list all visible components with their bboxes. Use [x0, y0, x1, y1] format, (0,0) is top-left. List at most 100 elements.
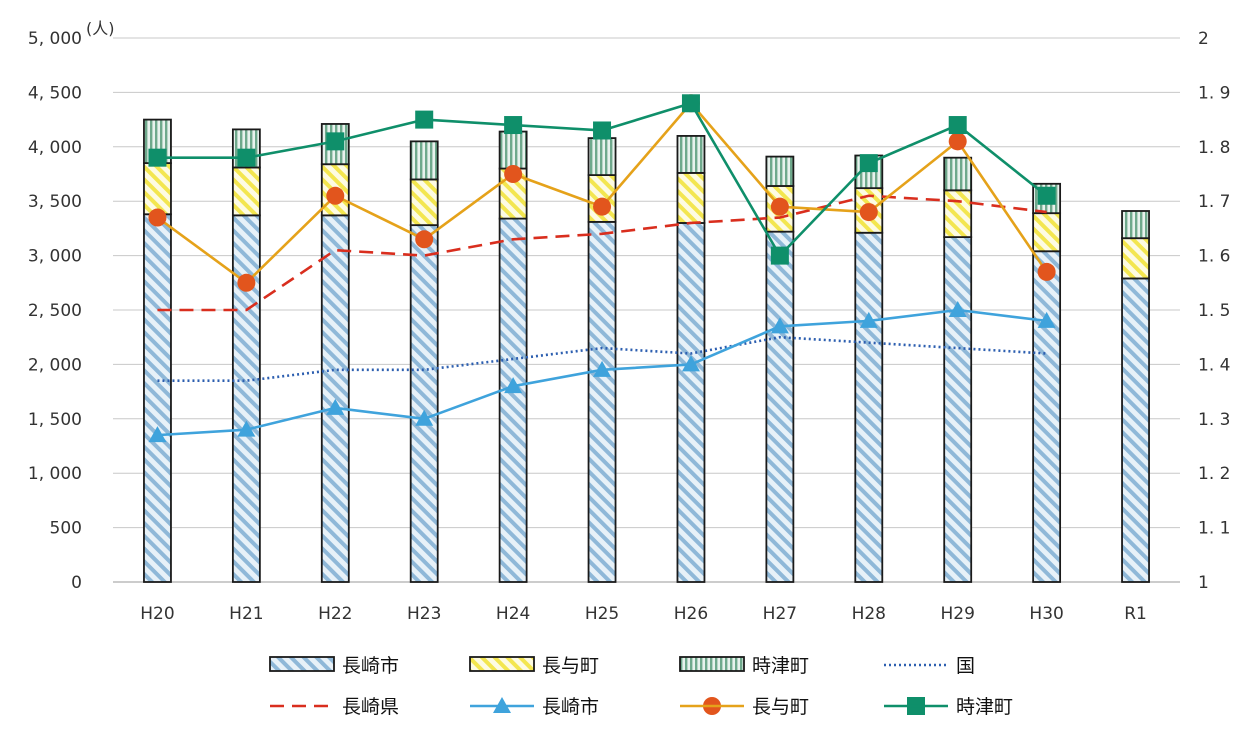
bar-segment — [231, 214, 261, 583]
y-right-tick-label: 2 — [1198, 29, 1209, 49]
bar-segment — [1032, 250, 1062, 583]
y-right-tick-label: 1. 7 — [1198, 192, 1230, 212]
bar-segment — [676, 135, 706, 174]
data-point — [593, 360, 612, 377]
bar-segment — [765, 155, 795, 187]
y-left-tick-label: 4, 500 — [28, 83, 82, 103]
y-left-tick-label: 5, 000 — [28, 29, 82, 49]
x-tick-label: H29 — [940, 604, 974, 624]
y-left-tick-label: 4, 000 — [28, 138, 82, 158]
legend-swatch — [269, 656, 335, 672]
data-point — [148, 148, 167, 167]
x-tick-label: H20 — [140, 604, 174, 624]
data-point — [770, 197, 789, 216]
series-line — [157, 194, 1047, 312]
y-right-tick-label: 1. 1 — [1198, 519, 1230, 539]
series-line — [157, 335, 1047, 383]
x-tick-label: H25 — [585, 604, 619, 624]
y-left-tick-label: 2, 000 — [28, 355, 82, 375]
bar-segment — [1032, 212, 1062, 253]
data-point — [504, 377, 523, 394]
axes: 0 500 1, 000 1, 500 2, 000 2, 500 3, 000 3, 500… — [28, 19, 1231, 624]
bar-segment — [587, 137, 617, 176]
y-left-unit-label: (人) — [86, 19, 115, 38]
bar-segment — [143, 213, 172, 583]
legend-label: 長崎県 — [342, 696, 399, 718]
bar-segment — [765, 230, 795, 583]
data-point — [504, 116, 523, 135]
y-right-tick-label: 1 — [1198, 573, 1209, 593]
x-tick-label: H22 — [318, 604, 352, 624]
data-point — [859, 311, 878, 328]
data-point — [415, 230, 434, 249]
legend-label: 長与町 — [752, 696, 809, 718]
data-point — [593, 121, 612, 140]
bar-segment — [854, 231, 884, 583]
data-point — [237, 273, 256, 292]
data-point — [859, 203, 878, 222]
y-left-tick-label: 1, 000 — [28, 464, 82, 484]
bar-segment — [1121, 237, 1150, 280]
data-point — [504, 165, 523, 183]
data-point — [237, 420, 256, 437]
x-tick-label: R1 — [1124, 604, 1147, 624]
data-point — [415, 110, 434, 129]
bar-segment — [409, 140, 439, 181]
gridlines — [113, 37, 1180, 583]
legend-label: 時津町 — [956, 696, 1013, 718]
x-tick-label: H21 — [229, 604, 263, 624]
bar-segment — [943, 236, 973, 583]
data-point — [1037, 311, 1056, 328]
data-point — [148, 208, 167, 227]
data-point — [326, 398, 345, 415]
bar-segment — [943, 189, 973, 239]
x-tick-label: H26 — [674, 604, 708, 624]
data-point — [681, 355, 700, 372]
x-tick-label: H30 — [1029, 604, 1063, 624]
data-point — [237, 148, 256, 167]
data-point — [326, 186, 345, 205]
legend-label: 長崎市 — [342, 655, 399, 677]
data-point — [859, 154, 878, 173]
y-right-tick-label: 1. 8 — [1198, 138, 1230, 158]
bar-segment — [143, 162, 172, 216]
y-left-tick-label: 2, 500 — [28, 301, 82, 321]
data-point — [593, 197, 612, 216]
y-right-tick-label: 1. 5 — [1198, 301, 1230, 321]
data-point — [148, 426, 167, 443]
x-tick-label: H24 — [496, 604, 530, 624]
bar-segment — [943, 156, 973, 192]
legend-label: 長崎市 — [542, 696, 599, 718]
y-left-tick-label: 3, 000 — [28, 247, 82, 267]
data-point — [1037, 186, 1056, 205]
x-tick-label: H28 — [852, 604, 886, 624]
y-right-tick-label: 1. 2 — [1198, 464, 1230, 484]
bar-segment — [409, 224, 439, 583]
bar-segment — [231, 166, 261, 217]
x-tick-label: H27 — [763, 604, 797, 624]
legend-label: 国 — [956, 655, 975, 677]
data-point — [948, 301, 967, 317]
bar-segment — [587, 220, 617, 583]
data-point — [681, 94, 700, 113]
y-right-tick-label: 1. 3 — [1198, 410, 1230, 430]
y-right-tick-label: 1. 6 — [1198, 247, 1230, 267]
y-left-tick-label: 1, 500 — [28, 410, 82, 430]
legend-swatch — [679, 656, 745, 672]
y-left-tick-label: 0 — [71, 573, 82, 593]
bar-segment — [498, 217, 528, 583]
legend-label: 長与町 — [542, 655, 599, 677]
legend-swatch — [469, 656, 535, 672]
bar-segment — [409, 178, 439, 227]
bar-segment — [676, 172, 706, 224]
data-point — [1037, 262, 1056, 281]
data-point — [415, 409, 434, 426]
x-tick-label: H23 — [407, 604, 441, 624]
y-left-tick-label: 3, 500 — [28, 192, 82, 212]
data-point — [326, 132, 345, 151]
rate-lines — [148, 94, 1056, 715]
data-point — [948, 132, 967, 151]
bar-segment — [676, 222, 706, 583]
